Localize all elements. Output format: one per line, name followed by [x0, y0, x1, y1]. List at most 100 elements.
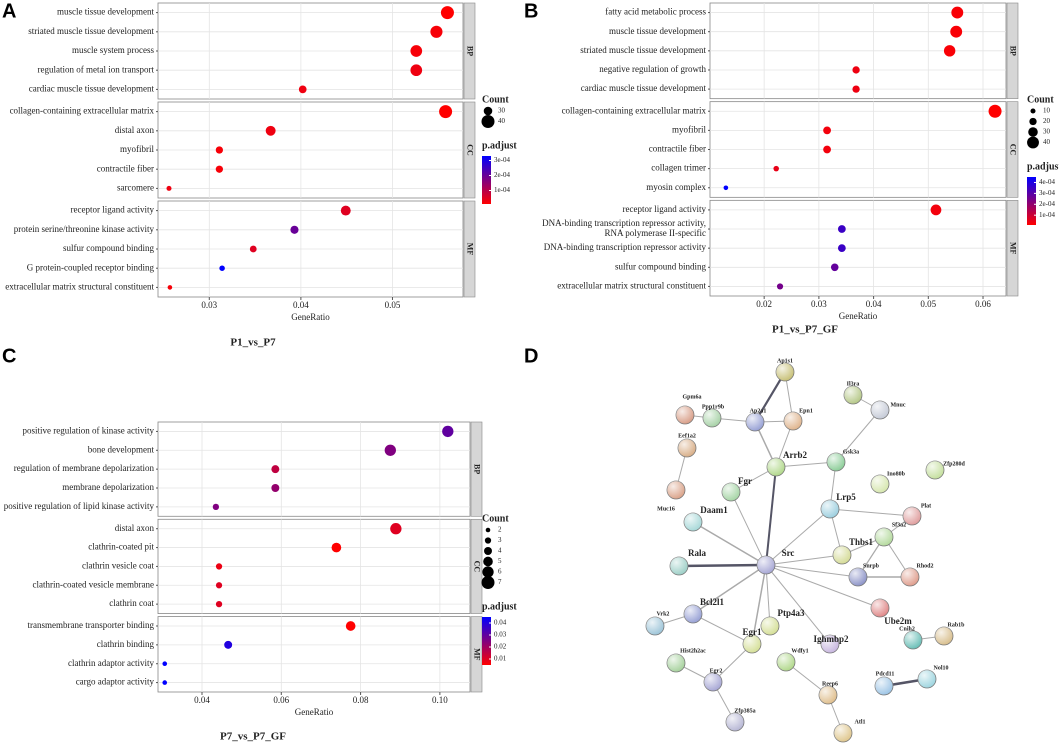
node-label: Atl1	[855, 719, 866, 725]
legend-title: Count	[482, 513, 509, 524]
legend-title: p.adjust	[482, 601, 517, 612]
dot	[950, 25, 963, 38]
dot	[265, 125, 276, 136]
color-tick-label: 1e-04	[494, 186, 510, 194]
dot	[439, 105, 453, 119]
node-label: Bcl2l1	[700, 597, 724, 607]
chart-title: P1_vs_P7	[230, 337, 276, 349]
x-tick-label: 0.03	[201, 300, 217, 310]
color-tick-label: 0.03	[494, 631, 507, 639]
dot	[215, 582, 223, 589]
dot	[823, 126, 831, 135]
node-gloss	[821, 635, 839, 653]
dot	[440, 6, 454, 20]
chart-title: P7_vs_P7_GF	[220, 731, 286, 743]
facet-label: BP	[1009, 46, 1018, 56]
category-label: myofibril	[672, 124, 706, 134]
node-label: Epn1	[799, 408, 813, 414]
network-edge	[730, 491, 767, 566]
facet-label: MF	[473, 648, 482, 661]
category-label: striated muscle tissue development	[580, 45, 706, 55]
node-gloss	[784, 412, 802, 430]
category-label: contractile fiber	[97, 163, 154, 173]
node-gloss	[777, 653, 795, 671]
dot	[271, 484, 280, 492]
dot	[290, 225, 299, 234]
legend-label: 30	[498, 107, 506, 115]
legend-dot	[481, 115, 495, 128]
category-label: fatty acid metabolic process	[605, 7, 706, 17]
node-label: Lrp5	[836, 492, 856, 502]
node-label: Ube2m	[884, 616, 912, 626]
network-edge	[765, 508, 831, 566]
node-gloss	[871, 475, 889, 493]
node-label: Zfp280d	[943, 461, 965, 467]
dot	[331, 542, 342, 553]
dot	[219, 265, 225, 271]
dot	[410, 64, 423, 77]
facet-label: MF	[466, 243, 475, 256]
network-edge	[765, 564, 881, 609]
category-label: regulation of membrane depolarization	[14, 463, 155, 473]
dot	[166, 185, 172, 191]
color-tick-label: 3e-04	[494, 156, 510, 164]
color-tick-label: 1e-04	[1039, 211, 1055, 219]
color-tick-label: 2e-04	[1039, 200, 1055, 208]
node-gloss	[704, 673, 722, 691]
category-label: extracellular matrix structural constitu…	[5, 281, 154, 291]
legend-title: Count	[1027, 94, 1054, 105]
legend-dot	[1027, 136, 1039, 149]
network-edge	[775, 461, 837, 468]
legend-dot	[485, 527, 491, 533]
color-bar	[482, 617, 491, 665]
node-gloss	[901, 568, 919, 586]
node-gloss	[903, 507, 921, 525]
x-tick-label: 0.08	[353, 695, 369, 705]
node-gloss	[676, 406, 694, 424]
facet-strip	[1006, 200, 1019, 297]
dot	[837, 225, 846, 233]
node-label: Rhod2	[916, 563, 933, 569]
node-gloss	[670, 557, 688, 575]
legend-dot	[1029, 117, 1037, 126]
dot	[249, 245, 257, 253]
dot	[442, 425, 454, 438]
dot	[215, 601, 223, 608]
category-label: myosin complex	[646, 182, 706, 192]
facet-panel	[157, 616, 471, 693]
category-label: positive regulation of kinase activity	[23, 425, 155, 435]
facet-strip	[463, 2, 476, 100]
node-label: Sf3a2	[892, 522, 906, 528]
color-tick-label: 0.01	[494, 655, 507, 663]
node-gloss	[844, 386, 862, 404]
legend-dot	[483, 106, 493, 116]
dot	[215, 563, 223, 570]
node-label: Gpm6a	[682, 394, 701, 400]
legend-label: 7	[498, 578, 502, 586]
network-edge	[835, 409, 881, 463]
node-gloss	[767, 458, 785, 476]
category-label: protein serine/threonine kinase activity	[14, 224, 155, 234]
node-label: Mnuc	[891, 402, 906, 408]
category-label: sulfur compound binding	[615, 261, 706, 271]
node-label: Ap1s1	[777, 358, 793, 364]
dot	[430, 25, 443, 38]
node-gloss	[875, 677, 893, 695]
dot	[162, 661, 168, 667]
network-edge	[829, 508, 913, 517]
category-label: DNA-binding transcription repressor acti…	[544, 242, 707, 252]
network-edge	[765, 564, 859, 578]
x-axis-label: GeneRatio	[839, 311, 878, 321]
node-label: Ighmbp2	[813, 634, 849, 644]
legend-label: 40	[1043, 138, 1051, 146]
panel-letter: A	[2, 0, 16, 22]
node-label: Hist2h2ac	[680, 648, 706, 654]
node-gloss	[926, 461, 944, 479]
category-label: cardiac muscle tissue development	[29, 83, 155, 93]
facet-label: BP	[466, 46, 475, 56]
node-gloss	[776, 363, 794, 381]
node-label: Nol10	[934, 665, 949, 671]
facet-label: CC	[1009, 144, 1018, 156]
node-gloss	[678, 439, 696, 457]
